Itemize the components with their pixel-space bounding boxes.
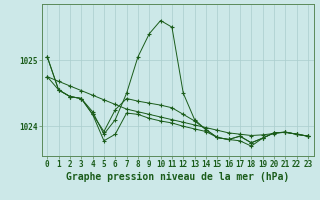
X-axis label: Graphe pression niveau de la mer (hPa): Graphe pression niveau de la mer (hPa) xyxy=(66,172,289,182)
